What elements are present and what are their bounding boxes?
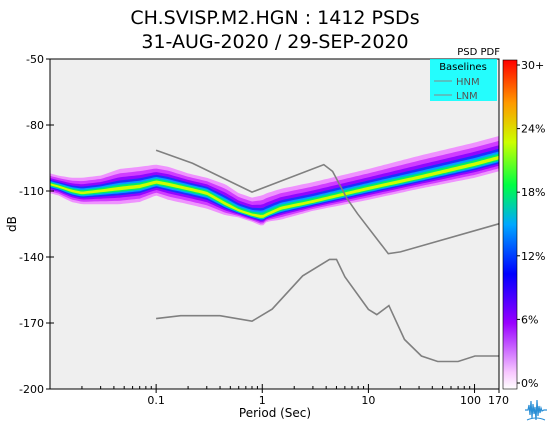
legend: Baselines HNM LNM xyxy=(430,59,497,102)
chart-title: CH.SVISP.M2.HGN : 1412 PSDs xyxy=(130,7,419,29)
colorbar-tick-label: 12% xyxy=(521,250,545,263)
colorbar-tick-label: 18% xyxy=(521,186,545,199)
x-tick-label: 1 xyxy=(259,394,266,407)
colorbar-tick-label: 6% xyxy=(521,313,538,326)
legend-label-hnm: HNM xyxy=(456,77,480,88)
y-tick-label: -80 xyxy=(26,119,44,132)
psd-density-core xyxy=(50,155,499,218)
chart-subtitle: 31-AUG-2020 / 29-SEP-2020 xyxy=(141,31,408,53)
colorbar xyxy=(502,59,518,390)
legend-box xyxy=(430,59,497,101)
baseline-hnm-line xyxy=(155,149,499,255)
plot-frame xyxy=(49,58,500,390)
y-tick-label: -170 xyxy=(19,317,44,330)
colorbar-tick-label: 0% xyxy=(521,377,538,390)
baseline-lnm-line xyxy=(156,258,499,363)
x-tick-label: 100 xyxy=(460,394,481,407)
y-tick-label: -50 xyxy=(26,53,44,66)
waveform-logo-icon xyxy=(524,396,548,422)
x-axis-label: Period (Sec) xyxy=(239,406,311,420)
x-tick-label: 0.1 xyxy=(147,394,165,407)
legend-title: Baselines xyxy=(439,62,487,73)
y-tick-label: -200 xyxy=(19,383,44,396)
x-tick-label: 10 xyxy=(361,394,375,407)
colorbar-title: PSD PDF xyxy=(457,47,500,58)
colorbar-tick-label: 30+ xyxy=(521,59,544,72)
y-tick-label: -110 xyxy=(19,185,44,198)
y-tick-label: -140 xyxy=(19,251,44,264)
colorbar-tick-label: 24% xyxy=(521,123,545,136)
legend-label-lnm: LNM xyxy=(456,91,478,102)
y-axis-label: dB xyxy=(5,216,19,232)
plot-area xyxy=(50,59,499,389)
x-tick-label: 170 xyxy=(488,394,509,407)
